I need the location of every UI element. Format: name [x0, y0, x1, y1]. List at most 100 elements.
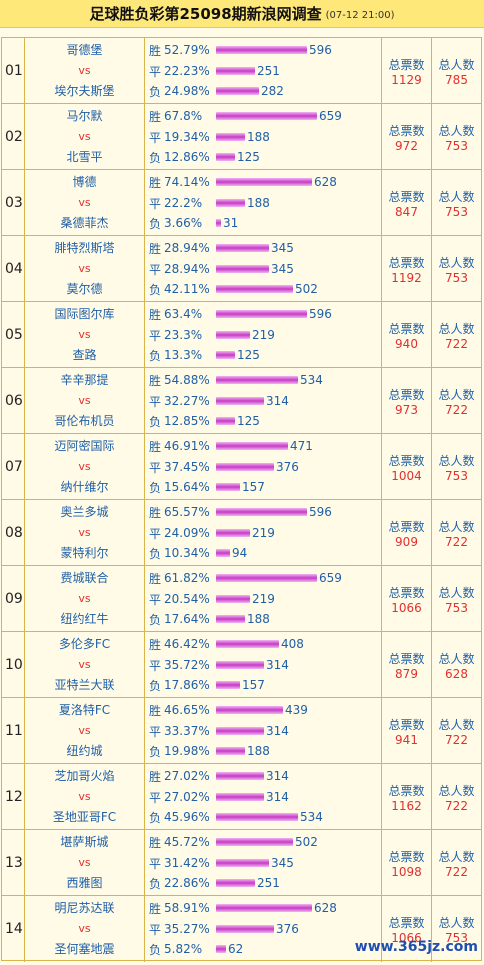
home-team[interactable]: 哥德堡 — [66, 43, 103, 57]
draw-percent: 22.23% — [164, 64, 210, 78]
match-teams: 明尼苏达联 vs 圣何塞地震 — [25, 896, 145, 962]
win-count: 502 — [295, 835, 318, 849]
win-label: 胜 — [149, 109, 162, 124]
lose-stat: 负 22.86% 251 — [149, 875, 280, 891]
total-people-value: 722 — [445, 799, 468, 813]
match-teams: 博德 vs 桑德菲杰 — [25, 170, 145, 235]
away-team[interactable]: 哥伦布机员 — [54, 414, 115, 428]
draw-bar — [216, 661, 265, 669]
home-team[interactable]: 芝加哥火焰 — [54, 769, 115, 783]
win-count: 596 — [309, 43, 332, 57]
home-team[interactable]: 博德 — [72, 175, 97, 189]
lose-count: 251 — [257, 876, 280, 890]
draw-label: 平 — [149, 64, 162, 79]
match-number-text: 02 — [5, 128, 23, 145]
vs-label: vs — [78, 856, 91, 869]
total-votes: 总票数 972 — [382, 104, 432, 169]
vs-label: vs — [78, 724, 91, 737]
win-percent: 67.8% — [164, 109, 203, 123]
vs-label: vs — [78, 196, 91, 209]
draw-stat: 平 19.34% 188 — [149, 129, 270, 145]
draw-label: 平 — [149, 922, 162, 937]
total-votes-label: 总票数 — [388, 454, 425, 468]
win-bar — [216, 508, 308, 516]
lose-label: 负 — [149, 282, 162, 297]
total-people-value: 722 — [445, 865, 468, 879]
win-percent: 46.91% — [164, 439, 210, 453]
home-team[interactable]: 费城联合 — [60, 571, 109, 585]
home-team[interactable]: 多伦多FC — [58, 637, 111, 651]
away-team[interactable]: 北雪平 — [66, 150, 103, 164]
match-number: 14 — [2, 896, 25, 962]
away-team[interactable]: 埃尔夫斯堡 — [54, 84, 115, 98]
draw-percent: 20.54% — [164, 592, 210, 606]
home-team[interactable]: 腓特烈斯塔 — [54, 241, 115, 255]
total-people-value: 722 — [445, 535, 468, 549]
lose-bar — [216, 945, 227, 953]
lose-label: 负 — [149, 348, 162, 363]
total-votes-label: 总票数 — [388, 322, 425, 336]
win-percent: 27.02% — [164, 769, 210, 783]
win-label: 胜 — [149, 769, 162, 784]
draw-label: 平 — [149, 262, 162, 277]
away-team[interactable]: 纳什维尔 — [60, 480, 109, 494]
lose-stat: 负 13.3% 125 — [149, 347, 260, 363]
match-number: 07 — [2, 434, 25, 499]
total-votes-label: 总票数 — [388, 388, 425, 402]
total-votes: 总票数 1066 — [382, 566, 432, 631]
away-team[interactable]: 莫尔德 — [66, 282, 103, 296]
match-teams: 费城联合 vs 纽约红牛 — [25, 566, 145, 631]
win-label: 胜 — [149, 373, 162, 388]
total-votes: 总票数 879 — [382, 632, 432, 697]
away-team[interactable]: 亚特兰大联 — [54, 678, 115, 692]
total-votes-value: 1098 — [391, 865, 422, 879]
match-number-text: 14 — [5, 921, 23, 937]
vote-stats: 胜 52.79% 596 平 22.23% 251 负 24.98% 282 — [145, 38, 382, 103]
draw-label: 平 — [149, 592, 162, 607]
total-votes: 总票数 909 — [382, 500, 432, 565]
total-votes: 总票数 940 — [382, 302, 432, 367]
total-people-value: 722 — [445, 733, 468, 747]
survey-table: 01 哥德堡 vs 埃尔夫斯堡胜 52.79% 596 平 22.23% 251 负 24.98% 2… — [1, 37, 482, 962]
home-team[interactable]: 堪萨斯城 — [60, 835, 109, 849]
total-people-value: 753 — [445, 469, 468, 483]
match-number: 06 — [2, 368, 25, 433]
draw-label: 平 — [149, 724, 162, 739]
match-number-text: 05 — [5, 326, 23, 343]
lose-label: 负 — [149, 942, 162, 957]
lose-count: 125 — [237, 414, 260, 428]
win-count: 345 — [271, 241, 294, 255]
lose-percent: 17.86% — [164, 678, 210, 692]
home-team[interactable]: 迈阿密国际 — [54, 439, 115, 453]
home-team[interactable]: 明尼苏达联 — [54, 901, 115, 915]
home-team[interactable]: 国际图尔库 — [54, 307, 115, 321]
away-team[interactable]: 桑德菲杰 — [60, 216, 109, 230]
match-row: 14 明尼苏达联 vs 圣何塞地震 胜 58.91% 628 平 35.27% 376 负 5.82%… — [2, 896, 481, 962]
away-team[interactable]: 圣何塞地震 — [54, 942, 115, 956]
home-team[interactable]: 马尔默 — [66, 109, 103, 123]
match-number-text: 10 — [5, 656, 23, 673]
away-team[interactable]: 纽约红牛 — [60, 612, 109, 626]
total-votes-value: 1162 — [391, 799, 422, 813]
away-team[interactable]: 查路 — [72, 348, 97, 362]
draw-count: 345 — [271, 856, 294, 870]
away-team[interactable]: 圣地亚哥FC — [52, 810, 117, 824]
win-count: 659 — [319, 571, 342, 585]
total-people: 总人数 753 — [432, 896, 481, 962]
total-people: 总人数 722 — [432, 500, 481, 565]
away-team[interactable]: 西雅图 — [66, 876, 103, 890]
win-bar — [216, 772, 265, 780]
home-team[interactable]: 奥兰多城 — [60, 505, 109, 519]
match-row: 11 夏洛特FC vs 纽约城 胜 46.65% 439 平 33.37% 314 负 19.98% 1… — [2, 698, 481, 764]
draw-percent: 23.3% — [164, 328, 203, 342]
match-number-text: 13 — [5, 854, 23, 871]
draw-percent: 32.27% — [164, 394, 210, 408]
lose-label: 负 — [149, 810, 162, 825]
total-votes-label: 总票数 — [388, 850, 425, 864]
home-team[interactable]: 夏洛特FC — [58, 703, 111, 717]
home-team[interactable]: 辛辛那提 — [60, 373, 109, 387]
away-team[interactable]: 蒙特利尔 — [60, 546, 109, 560]
win-bar — [216, 706, 284, 714]
lose-percent: 10.34% — [164, 546, 210, 560]
away-team[interactable]: 纽约城 — [66, 744, 103, 758]
